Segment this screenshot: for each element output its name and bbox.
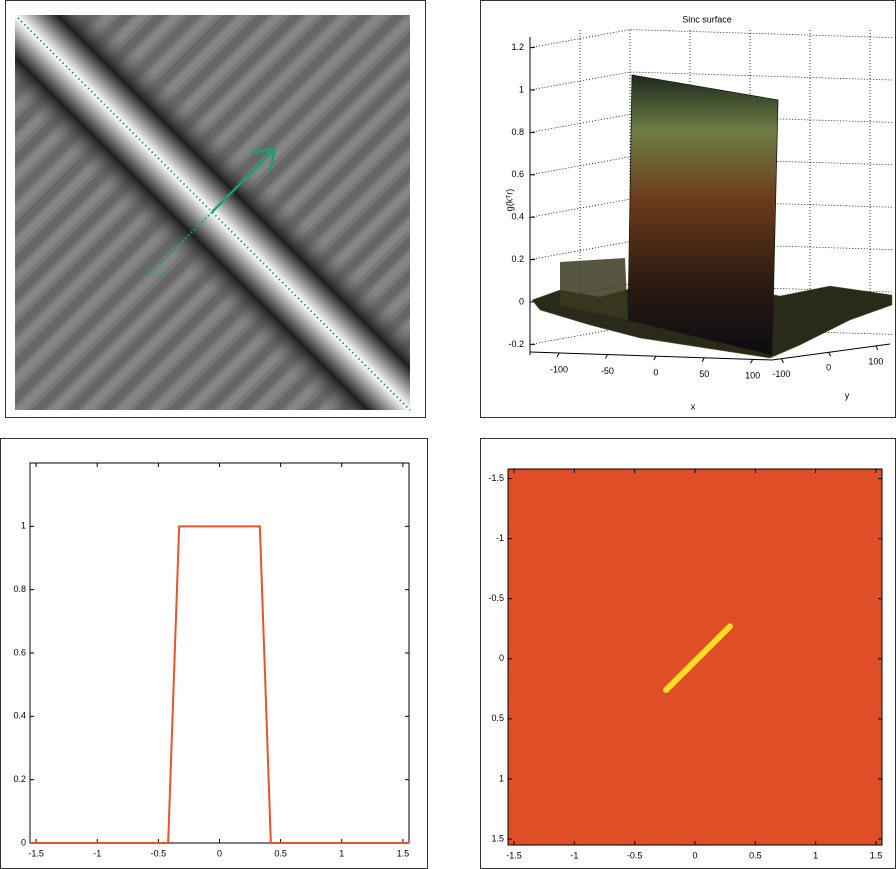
arrow-head xyxy=(251,146,277,172)
x-tick xyxy=(556,352,560,358)
grid-line xyxy=(529,71,893,91)
z-tick-label: 0.6 xyxy=(511,169,524,179)
x-tick-label: 1.5 xyxy=(397,848,410,858)
y-tick-label: 0.4 xyxy=(13,711,26,721)
grid-line xyxy=(529,241,893,260)
x-tick-label: 1 xyxy=(813,850,818,860)
z-tick-label: 0.4 xyxy=(511,212,524,222)
x-tick-label: -1 xyxy=(93,848,101,858)
y-tick-label: -0.5 xyxy=(488,593,504,603)
grid-line xyxy=(529,156,893,176)
z-tick-label: 0.8 xyxy=(511,127,524,137)
x-tick-label: -0.5 xyxy=(151,848,167,858)
x-tick-label: 1.5 xyxy=(870,850,883,860)
z-tick-label: -0.2 xyxy=(508,339,524,349)
y-tick-label: 0.8 xyxy=(13,584,26,594)
y-tick-label: 0 xyxy=(21,837,26,847)
x-tick-label: -0.5 xyxy=(627,850,643,860)
y-tick-label: -100 xyxy=(772,369,790,379)
x-tick-label: 0.5 xyxy=(749,850,762,860)
segment xyxy=(663,623,733,694)
grid-line xyxy=(529,113,893,133)
line xyxy=(30,525,409,844)
y-tick-label: 1 xyxy=(21,521,26,531)
y-axis-label: y xyxy=(845,390,850,400)
x-tick-label: 0.5 xyxy=(274,848,287,858)
arrow-dotted xyxy=(149,211,213,275)
z-tick-label: 0 xyxy=(519,296,524,306)
chart-title: Sinc surface xyxy=(682,14,732,24)
x-tick-label: 1 xyxy=(339,848,344,858)
grid-line xyxy=(529,29,893,48)
arrow-head-dotted xyxy=(147,255,169,277)
y-tick xyxy=(828,352,832,357)
y-tick-label: 1.5 xyxy=(491,833,504,843)
x-tick-label: -1.5 xyxy=(28,848,44,858)
grid-line xyxy=(529,198,893,218)
surface-ripple xyxy=(560,258,628,320)
x-tick-label: -1 xyxy=(570,850,578,860)
x-tick-label: 50 xyxy=(699,369,709,379)
y-tick-label: -1.5 xyxy=(488,473,504,483)
x-tick-label: 0 xyxy=(217,848,222,858)
y-tick xyxy=(780,358,784,363)
y-tick xyxy=(875,345,879,351)
z-tick-label: 0.2 xyxy=(511,254,524,264)
y-tick-label: 0 xyxy=(826,363,831,373)
z-tick-label: 1 xyxy=(519,84,524,94)
x-axis xyxy=(529,351,773,361)
z-axis-label: g(kᵀr) xyxy=(504,189,514,211)
y-tick-label: -1 xyxy=(496,533,504,543)
y-tick-label: 0.5 xyxy=(491,713,504,723)
x-axis-label: x xyxy=(691,401,696,411)
z-tick-label: 1.2 xyxy=(511,42,524,52)
y-tick-label: 0.2 xyxy=(13,774,26,784)
panel-frame xyxy=(0,438,428,869)
y-tick-label: 1 xyxy=(499,773,504,783)
y-axis xyxy=(771,343,891,361)
x-tick xyxy=(701,357,705,362)
x-tick xyxy=(750,359,754,364)
x-tick-label: -50 xyxy=(601,366,614,376)
x-tick-label: 0 xyxy=(653,368,658,378)
y-tick-label: 0.6 xyxy=(13,647,26,657)
x-tick-label: -1.5 xyxy=(506,850,522,860)
x-tick xyxy=(653,355,657,361)
x-tick-label: 0 xyxy=(692,850,697,860)
x-tick-label: -100 xyxy=(550,364,568,374)
y-tick-label: 100 xyxy=(868,356,883,366)
x-tick xyxy=(604,354,608,359)
arrow xyxy=(211,151,273,213)
surface-wall xyxy=(627,74,779,356)
y-tick-label: 0 xyxy=(499,653,504,663)
x-tick-label: 100 xyxy=(745,371,760,381)
